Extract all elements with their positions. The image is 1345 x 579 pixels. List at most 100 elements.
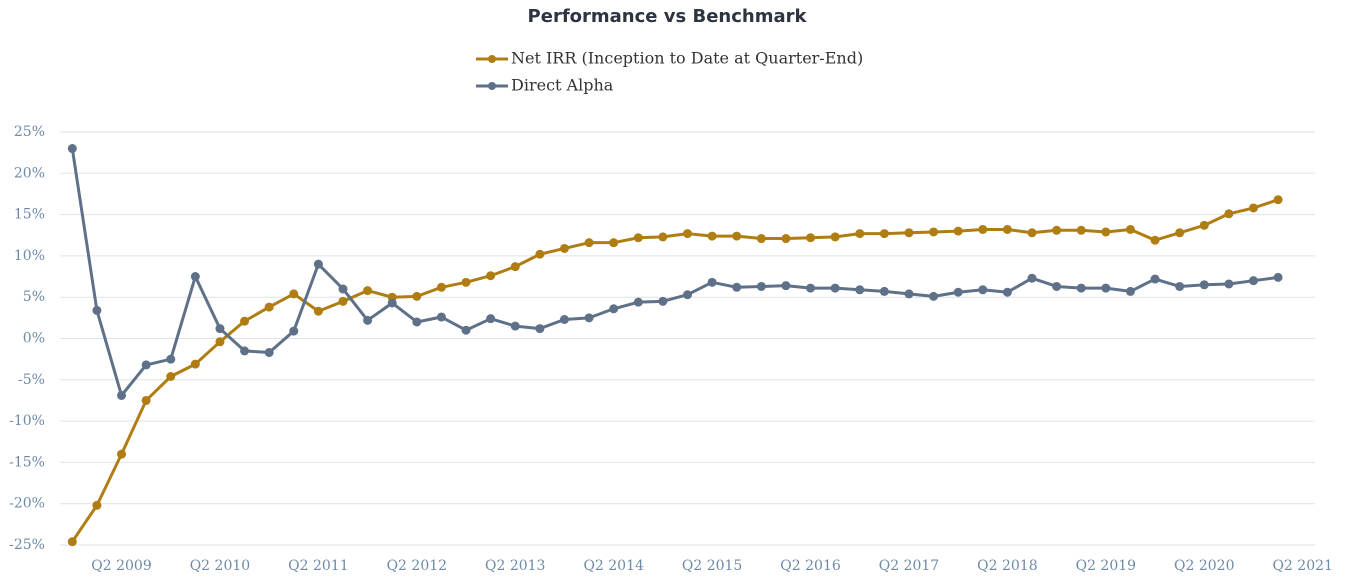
point	[1150, 274, 1160, 284]
point	[584, 238, 594, 248]
point	[633, 233, 643, 243]
y-tick-label: -10%	[9, 413, 45, 429]
point	[190, 359, 200, 369]
point	[1199, 280, 1209, 290]
point	[929, 227, 939, 237]
point	[215, 324, 225, 334]
point	[1076, 225, 1086, 235]
series	[67, 195, 1283, 547]
point	[929, 291, 939, 301]
x-tick-label: Q2 2019	[1076, 558, 1136, 574]
x-tick-label: Q2 2014	[583, 558, 644, 574]
point	[1150, 235, 1160, 245]
point	[855, 229, 865, 239]
chart-title: Performance vs Benchmark	[528, 6, 808, 27]
point	[1101, 227, 1111, 237]
legend-label: Direct Alpha	[511, 76, 614, 95]
point	[953, 226, 963, 236]
point	[1125, 286, 1135, 296]
point	[1002, 287, 1012, 297]
point	[92, 305, 102, 315]
point	[830, 232, 840, 242]
x-tick-label: Q2 2020	[1174, 558, 1234, 574]
point	[461, 325, 471, 335]
point	[633, 297, 643, 307]
x-tick-label: Q2 2011	[288, 558, 348, 574]
point	[240, 316, 250, 326]
legend: Net IRR (Inception to Date at Quarter-En…	[476, 49, 863, 95]
y-tick-label: 15%	[14, 207, 45, 223]
point	[806, 233, 816, 243]
series	[67, 144, 1283, 400]
point	[879, 229, 889, 239]
point	[781, 234, 791, 244]
point	[289, 289, 299, 299]
point	[1101, 283, 1111, 293]
point	[313, 259, 323, 269]
point	[879, 286, 889, 296]
point	[363, 315, 373, 325]
point	[904, 289, 914, 299]
point	[190, 272, 200, 282]
point	[338, 284, 348, 294]
point	[1224, 209, 1234, 219]
y-tick-label: -5%	[18, 372, 45, 388]
x-tick-label: Q2 2013	[485, 558, 545, 574]
point	[215, 337, 225, 347]
point	[67, 144, 77, 154]
point	[1027, 228, 1037, 238]
point	[683, 229, 692, 239]
point	[338, 296, 348, 306]
point	[141, 395, 151, 405]
point	[658, 232, 668, 242]
y-tick-label: 25%	[14, 124, 45, 140]
point	[584, 313, 594, 323]
point	[1052, 281, 1062, 291]
point	[658, 296, 668, 306]
point	[1175, 281, 1185, 291]
point	[1125, 224, 1135, 234]
point	[289, 326, 299, 336]
point	[732, 282, 742, 292]
legend-marker	[488, 55, 496, 63]
point	[830, 283, 840, 293]
point	[683, 290, 692, 300]
point	[559, 315, 569, 325]
point	[117, 449, 127, 459]
point	[1175, 228, 1185, 238]
point	[535, 324, 545, 334]
x-tick-label: Q2 2016	[780, 558, 841, 574]
x-tick-label: Q2 2009	[91, 558, 151, 574]
y-tick-label: 0%	[23, 331, 45, 347]
point	[264, 302, 274, 312]
point	[781, 281, 791, 291]
point	[1076, 283, 1086, 293]
point	[166, 354, 176, 364]
point	[240, 346, 250, 356]
x-tick-label: Q2 2021	[1272, 558, 1332, 574]
point	[559, 243, 569, 253]
point	[707, 231, 717, 241]
line	[70, 148, 1279, 397]
point	[732, 231, 742, 241]
x-tick-label: Q2 2017	[879, 558, 939, 574]
point	[1248, 203, 1258, 213]
point	[1273, 195, 1283, 205]
point	[1273, 272, 1283, 282]
point	[1027, 273, 1037, 283]
point	[264, 348, 274, 358]
point	[313, 306, 323, 316]
point	[387, 298, 397, 308]
y-tick-label: 5%	[23, 289, 45, 305]
point	[1002, 224, 1012, 234]
point	[92, 500, 102, 510]
point	[412, 291, 422, 301]
x-tick-label: Q2 2018	[977, 558, 1037, 574]
y-tick-label: -15%	[9, 454, 45, 470]
point	[412, 317, 422, 327]
y-tick-label: -20%	[9, 496, 45, 512]
point	[978, 224, 988, 234]
point	[953, 287, 963, 297]
point	[510, 321, 520, 331]
point	[510, 262, 520, 272]
